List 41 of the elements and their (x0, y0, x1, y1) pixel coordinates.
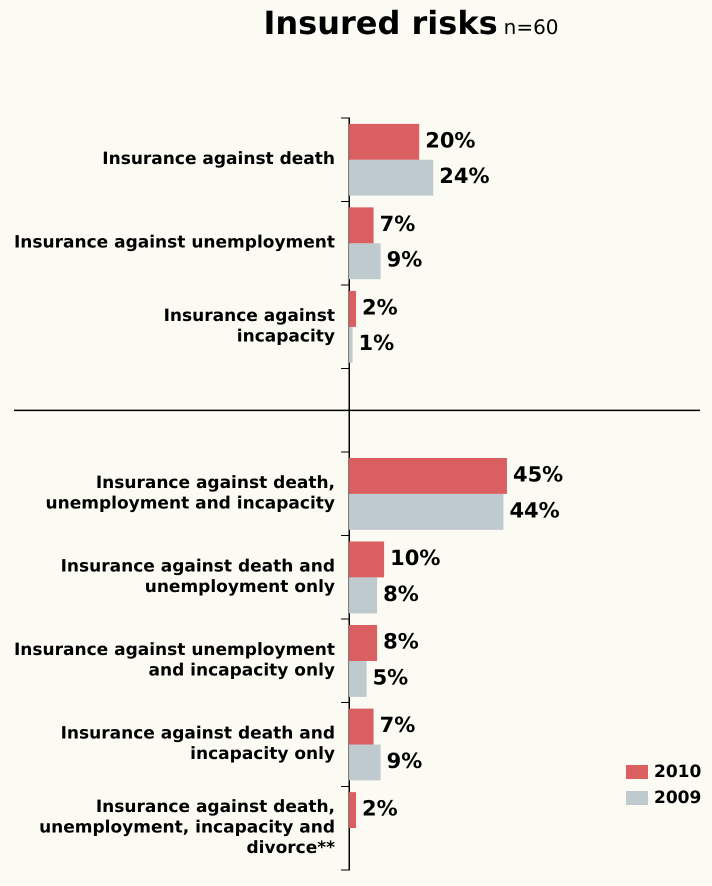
bar (349, 577, 378, 614)
legend-label: 2009 (654, 788, 702, 808)
y-tick-label: Insurance against death, unemployment, incapacity and divorce** (39, 797, 336, 858)
y-tick-label: Insurance against unemployment (14, 232, 336, 253)
data-label: 24% (439, 164, 490, 188)
data-label: 9% (386, 248, 422, 272)
data-label: 20% (425, 128, 476, 152)
bar (349, 660, 367, 697)
data-label: 8% (383, 582, 419, 606)
y-tick-label: Insurance against unemployment and incapacity only (14, 640, 336, 681)
data-label: 1% (358, 331, 394, 356)
bar (349, 124, 420, 160)
bar (349, 744, 381, 780)
bar (349, 458, 507, 494)
y-tick-label: Insurance against death (102, 149, 336, 170)
bar (349, 207, 374, 244)
y-tick-label: Insurance against death, unemployment and incapacity (46, 473, 336, 514)
data-label: 2% (362, 295, 398, 320)
y-tick-label: Insurance against incapacity (164, 306, 336, 346)
bar (349, 494, 504, 530)
y-tick-label: Insurance against death and unemployment only (60, 556, 336, 598)
data-label: 8% (383, 629, 419, 654)
bar (349, 625, 378, 661)
data-label: 10% (390, 546, 440, 570)
bar (349, 160, 434, 196)
bar (349, 792, 356, 828)
legend-label: 2010 (654, 762, 702, 782)
chart-title: Insured risks (263, 4, 498, 42)
chart-subtitle: n=60 (504, 15, 559, 39)
data-label: 2% (362, 796, 398, 821)
bar (349, 708, 374, 744)
y-tick-label: Insurance against death and incapacity only (60, 724, 336, 764)
data-label: 44% (509, 498, 560, 522)
bar (349, 542, 384, 578)
bar (349, 290, 356, 327)
data-label: 7% (380, 712, 416, 737)
data-label: 5% (372, 665, 408, 690)
data-label: 45% (512, 462, 564, 486)
bar (349, 243, 381, 280)
data-label: 9% (386, 748, 422, 773)
data-label: 7% (380, 212, 416, 236)
